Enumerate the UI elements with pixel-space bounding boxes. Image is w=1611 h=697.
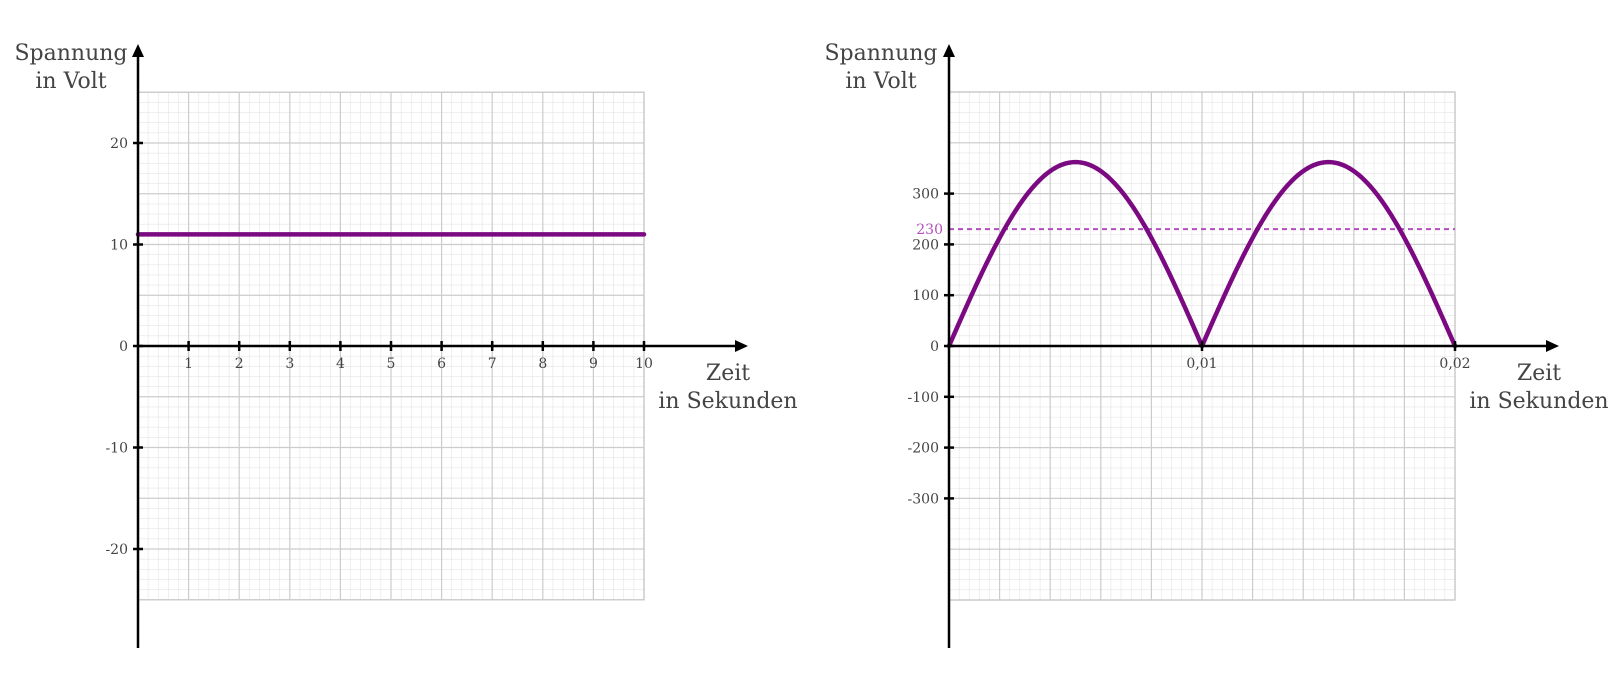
x-tick-label: 7 [488,356,497,372]
y-axis-title-line: in Volt [35,69,106,94]
x-tick-label: 4 [336,356,345,372]
y-tick-label: 100 [912,288,939,304]
y-tick-label: -10 [105,441,128,457]
x-tick-label: 6 [437,356,446,372]
x-axis-title-line: in Sekunden [658,389,797,414]
x-tick-label: 5 [387,356,396,372]
dc-voltage-chart: 1 2 3 4 5 6 7 8 9 10 -20 -10 0 10 20 Spannung in Volt Zei… [14,41,798,648]
rectified-voltage-chart: 230 0,01 0,02 -300 -200 -100 0 100 200 300 Spannun… [824,41,1609,648]
y-tick-label: -100 [908,390,939,406]
x-tick-label: 0,01 [1186,356,1217,372]
y-tick-label: -20 [105,542,128,558]
y-tick-label: -300 [908,491,939,507]
x-tick-label: 10 [635,356,653,372]
x-tick-label: 8 [538,356,547,372]
y-axis-title-line: Spannung [824,41,937,66]
x-axis-title-line: Zeit [706,361,750,386]
x-tick-label: 9 [589,356,598,372]
y-tick-label: 0 [930,339,939,355]
x-axis-title-line: in Sekunden [1469,389,1608,414]
x-axis-arrow [1546,340,1559,352]
x-tick-label: 3 [285,356,294,372]
reference-line-label: 230 [916,222,943,238]
y-axis-arrow [132,44,144,57]
y-tick-label: 20 [110,136,128,152]
y-tick-label: 200 [912,237,939,253]
y-axis-title-line: Spannung [14,41,127,66]
x-tick-label: 0,02 [1439,356,1470,372]
y-axis-title-line: in Volt [845,69,916,94]
y-tick-label: 10 [110,238,128,254]
x-axis-arrow [735,340,748,352]
y-tick-label: 0 [119,339,128,355]
y-tick-label: -200 [908,441,939,457]
x-tick-label: 1 [184,356,193,372]
x-axis-title-line: Zeit [1517,361,1561,386]
x-tick-label: 2 [235,356,244,372]
y-tick-label: 300 [912,187,939,203]
y-axis-arrow [943,44,955,57]
